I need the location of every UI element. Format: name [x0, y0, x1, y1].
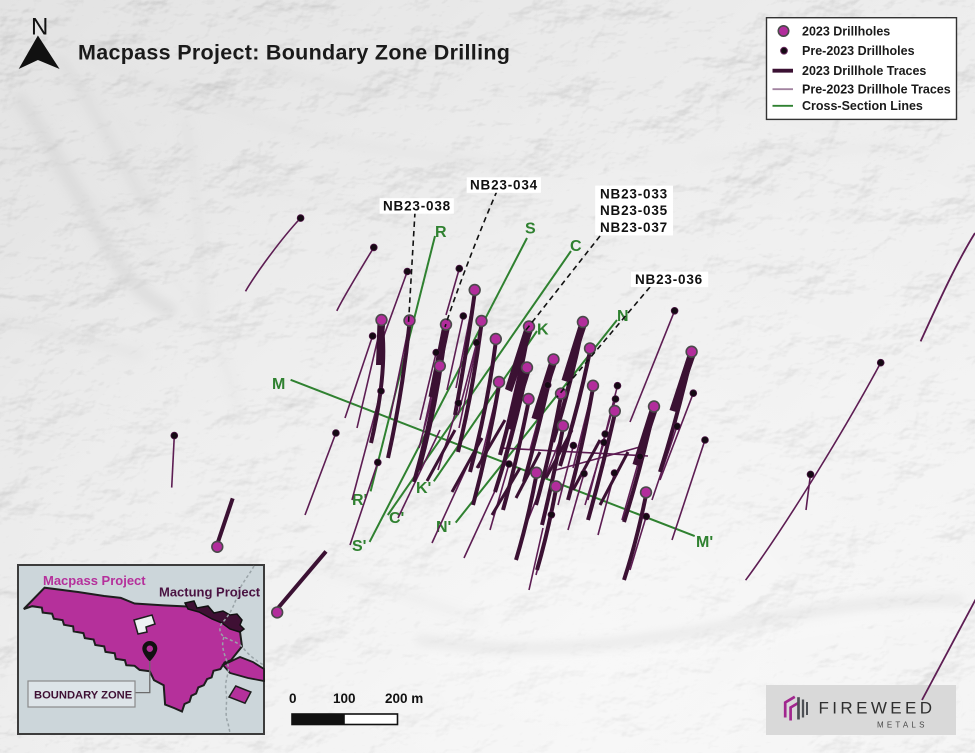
svg-text:METALS: METALS: [877, 721, 928, 730]
svg-text:2023 Drillhole Traces: 2023 Drillhole Traces: [802, 64, 926, 78]
svg-text:200 m: 200 m: [385, 691, 423, 706]
svg-text:FIREWEED: FIREWEED: [819, 699, 936, 718]
svg-text:Pre-2023 Drillholes: Pre-2023 Drillholes: [802, 44, 915, 58]
svg-text:NB23-038: NB23-038: [383, 198, 451, 213]
svg-text:Pre-2023 Drillhole Traces: Pre-2023 Drillhole Traces: [802, 83, 951, 97]
svg-text:Macpass Project: Macpass Project: [43, 573, 146, 588]
svg-text:S': S': [352, 538, 366, 555]
svg-text:R: R: [435, 224, 447, 241]
svg-text:Mactung Project: Mactung Project: [159, 585, 261, 600]
svg-text:N: N: [31, 14, 48, 41]
svg-text:Cross-Section Lines: Cross-Section Lines: [802, 99, 923, 113]
svg-text:M: M: [272, 376, 285, 393]
svg-text:N: N: [617, 308, 629, 325]
svg-text:K: K: [537, 322, 549, 339]
svg-text:0: 0: [289, 691, 297, 706]
svg-text:2023 Drillholes: 2023 Drillholes: [802, 24, 890, 38]
svg-text:Macpass Project: Boundary Zone: Macpass Project: Boundary Zone Drilling: [78, 41, 510, 65]
svg-text:C': C': [389, 510, 404, 527]
svg-text:100: 100: [333, 691, 356, 706]
svg-text:N': N': [436, 519, 451, 536]
svg-text:NB23-035: NB23-035: [600, 203, 668, 218]
svg-text:NB23-036: NB23-036: [635, 272, 703, 287]
svg-text:K': K': [416, 480, 431, 497]
svg-text:S: S: [525, 221, 536, 238]
svg-text:M': M': [696, 534, 713, 551]
svg-text:NB23-037: NB23-037: [600, 220, 668, 235]
svg-text:NB23-034: NB23-034: [470, 178, 538, 193]
svg-text:BOUNDARY ZONE: BOUNDARY ZONE: [34, 690, 133, 702]
svg-text:C: C: [570, 238, 582, 255]
svg-text:NB23-033: NB23-033: [600, 187, 668, 202]
